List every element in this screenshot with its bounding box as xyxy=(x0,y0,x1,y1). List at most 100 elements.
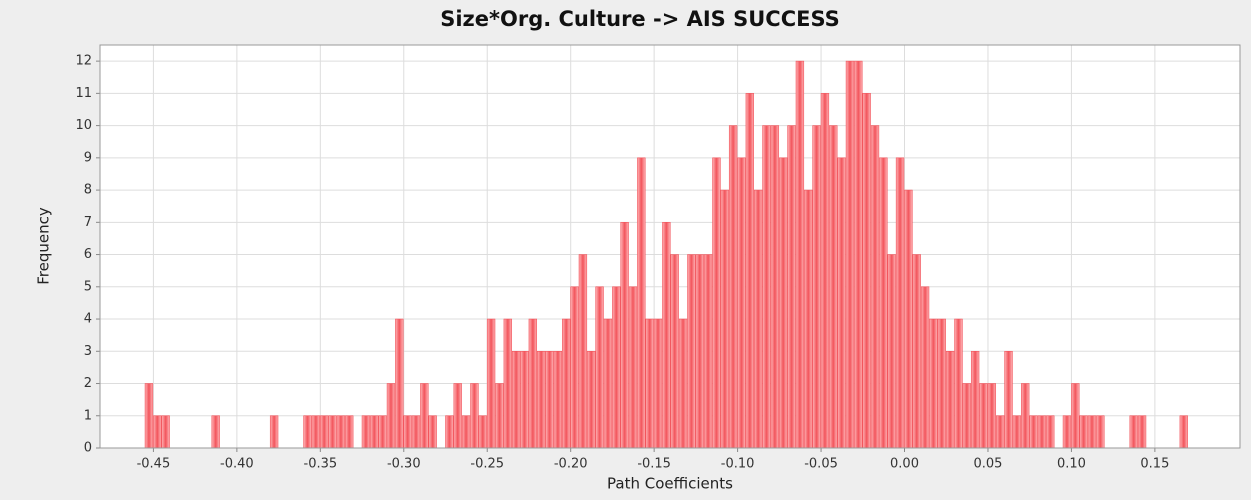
bar xyxy=(845,60,855,449)
bar xyxy=(912,254,921,449)
bar xyxy=(703,254,713,449)
x-axis-label: Path Coefficients xyxy=(607,475,733,493)
bar xyxy=(1071,383,1080,449)
bar xyxy=(870,125,880,449)
bar xyxy=(795,60,805,449)
y-tick-label: 4 xyxy=(84,312,92,327)
bar xyxy=(996,415,1005,449)
bar xyxy=(420,383,429,449)
y-tick-label: 8 xyxy=(84,183,92,198)
bar xyxy=(386,383,396,449)
x-tick-label: 0.10 xyxy=(1057,457,1086,472)
bar xyxy=(1021,383,1030,449)
bar xyxy=(620,222,629,449)
x-tick-label: -0.25 xyxy=(470,457,504,472)
bar xyxy=(537,350,546,449)
bar xyxy=(470,383,479,449)
bar xyxy=(937,318,946,449)
bar xyxy=(320,415,329,449)
bar xyxy=(1079,415,1088,449)
bar xyxy=(411,415,421,449)
bar xyxy=(1062,415,1072,449)
bar xyxy=(920,286,930,449)
bar xyxy=(1129,415,1138,449)
chart-title: Size*Org. Culture -> AIS SUCCESS xyxy=(440,7,840,31)
bar xyxy=(670,254,679,449)
bar xyxy=(962,383,971,449)
bar xyxy=(520,350,529,449)
y-tick-label: 10 xyxy=(75,118,92,133)
bar xyxy=(653,318,663,449)
bar xyxy=(712,157,721,449)
bar xyxy=(762,125,771,449)
y-tick-label: 9 xyxy=(84,150,92,165)
x-tick-label: 0.05 xyxy=(973,457,1002,472)
y-tick-label: 1 xyxy=(84,408,92,423)
x-tick-label: -0.40 xyxy=(220,457,254,472)
bar xyxy=(453,383,462,449)
bar xyxy=(1137,415,1147,449)
y-tick-label: 5 xyxy=(84,279,92,294)
bar xyxy=(144,383,154,449)
bar xyxy=(862,93,871,449)
bar xyxy=(345,415,354,449)
x-tick-label: 0.00 xyxy=(890,457,919,472)
bar xyxy=(578,254,588,449)
bar xyxy=(753,189,763,449)
bar xyxy=(553,350,563,449)
bar xyxy=(687,254,696,449)
bar xyxy=(378,415,387,449)
bar xyxy=(728,125,738,449)
bar xyxy=(720,189,729,449)
x-tick-label: -0.20 xyxy=(554,457,588,472)
bar xyxy=(361,415,371,449)
y-tick-label: 3 xyxy=(84,344,92,359)
y-tick-label: 2 xyxy=(84,376,92,391)
bar xyxy=(879,157,888,449)
bar xyxy=(461,415,471,449)
bar xyxy=(612,286,621,449)
x-tick-label: -0.30 xyxy=(387,457,421,472)
bar xyxy=(970,350,980,449)
bar xyxy=(979,383,988,449)
bar xyxy=(336,415,346,449)
bar xyxy=(745,93,754,449)
x-tick-label: -0.45 xyxy=(137,457,171,472)
bar xyxy=(1087,415,1097,449)
bar xyxy=(562,318,571,449)
bar xyxy=(637,157,646,449)
bar xyxy=(662,222,671,449)
bar xyxy=(603,318,613,449)
bar xyxy=(428,415,437,449)
bar xyxy=(445,415,454,449)
bar xyxy=(587,350,596,449)
bar xyxy=(211,415,220,449)
bar xyxy=(812,125,821,449)
y-tick-label: 0 xyxy=(84,441,92,456)
bar xyxy=(779,157,788,449)
bar xyxy=(695,254,704,449)
bar xyxy=(1046,415,1055,449)
y-tick-label: 11 xyxy=(75,86,92,101)
y-tick-label: 7 xyxy=(84,215,92,230)
x-tick-label: -0.05 xyxy=(804,457,838,472)
bar xyxy=(678,318,688,449)
bar xyxy=(370,415,379,449)
bar xyxy=(954,318,963,449)
y-tick-label: 6 xyxy=(84,247,92,262)
bar xyxy=(511,350,521,449)
bar xyxy=(153,415,162,449)
bar xyxy=(837,157,846,449)
plot-border xyxy=(99,44,1241,449)
bar xyxy=(503,318,512,449)
bar xyxy=(887,254,896,449)
bar xyxy=(328,415,337,449)
x-tick-label: -0.35 xyxy=(304,457,338,472)
bar xyxy=(770,125,780,449)
bar xyxy=(628,286,638,449)
bar xyxy=(1012,415,1022,449)
bar xyxy=(1179,415,1188,449)
bar xyxy=(829,125,838,449)
